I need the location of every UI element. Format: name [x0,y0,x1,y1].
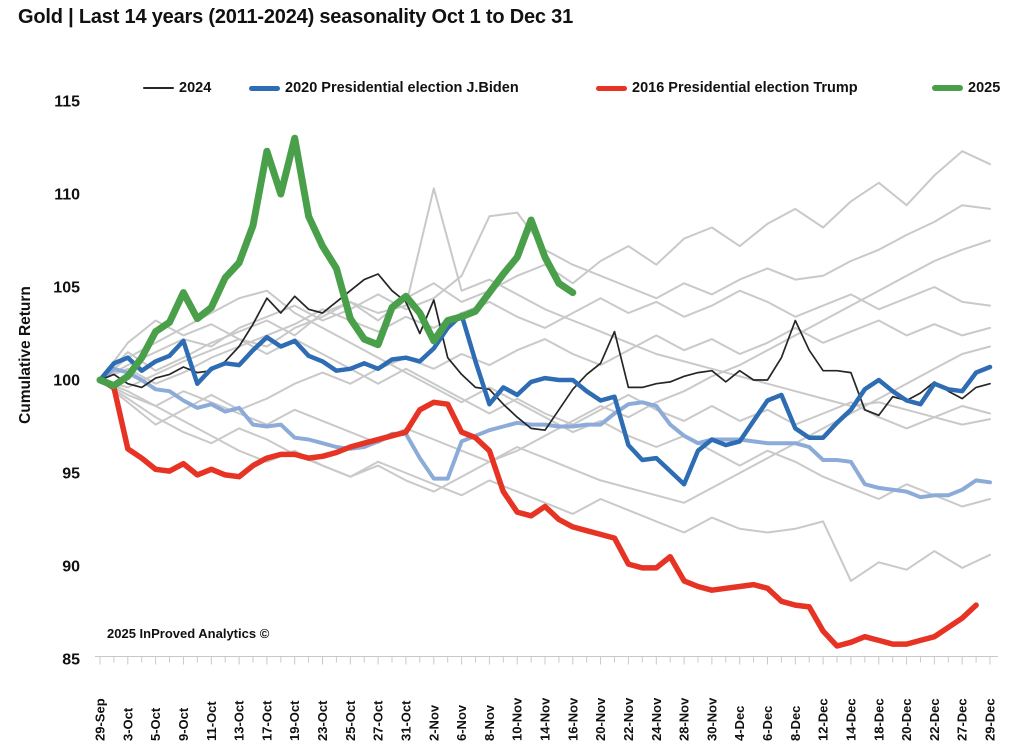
legend: 2024 2020 Presidential election J.Biden … [0,78,1024,100]
svg-text:85: 85 [62,652,80,669]
svg-text:10-Nov: 10-Nov [510,697,525,741]
legend-line-2025-icon [932,85,963,91]
svg-text:27-Oct: 27-Oct [371,700,386,741]
svg-text:90: 90 [62,559,80,576]
legend-line-2020-icon [249,85,280,91]
svg-text:9-Oct: 9-Oct [176,707,191,741]
svg-text:6-Nov: 6-Nov [454,704,469,741]
svg-text:19-Oct: 19-Oct [287,700,302,741]
svg-text:31-Oct: 31-Oct [398,700,413,741]
legend-label-2016: 2016 Presidential election Trump [632,80,858,96]
svg-text:13-Oct: 13-Oct [232,700,247,741]
svg-text:100: 100 [53,373,80,390]
svg-text:2-Nov: 2-Nov [426,704,441,741]
legend-label-2024: 2024 [179,80,212,96]
svg-text:20-Dec: 20-Dec [899,698,914,741]
svg-text:115: 115 [54,94,80,111]
svg-text:25-Oct: 25-Oct [343,700,358,741]
svg-text:Cumulative Return: Cumulative Return [17,286,34,424]
svg-text:110: 110 [54,187,80,204]
svg-text:30-Nov: 30-Nov [704,697,719,741]
svg-text:28-Nov: 28-Nov [677,697,692,741]
svg-text:8-Nov: 8-Nov [482,704,497,741]
svg-text:12-Dec: 12-Dec [816,698,831,741]
svg-text:11-Oct: 11-Oct [204,701,219,741]
page-title: Gold | Last 14 years (2011-2024) seasona… [18,6,573,28]
svg-text:5-Oct: 5-Oct [148,707,163,741]
svg-text:14-Dec: 14-Dec [843,698,858,741]
svg-text:95: 95 [62,466,80,483]
svg-text:3-Oct: 3-Oct [120,707,135,741]
legend-line-2024-icon [143,87,174,89]
watermark: 2025 InProved Analytics © [107,626,270,641]
svg-text:16-Nov: 16-Nov [565,697,580,741]
svg-text:29-Dec: 29-Dec [983,698,998,741]
legend-line-2016-icon [596,85,627,91]
svg-text:23-Oct: 23-Oct [315,700,330,741]
svg-text:4-Dec: 4-Dec [732,706,747,741]
svg-text:27-Dec: 27-Dec [955,698,970,741]
svg-text:20-Nov: 20-Nov [593,697,608,741]
legend-label-2025: 2025 [968,80,1001,96]
svg-text:14-Nov: 14-Nov [538,697,553,741]
legend-item-2016: 2016 Presidential election Trump [596,78,858,98]
svg-text:22-Nov: 22-Nov [621,697,636,741]
svg-text:29-Sep: 29-Sep [93,698,108,741]
legend-item-2024: 2024 [143,78,211,98]
svg-text:17-Oct: 17-Oct [259,700,274,741]
svg-text:6-Dec: 6-Dec [760,706,775,741]
legend-item-2025: 2025 [932,78,1000,98]
svg-text:8-Dec: 8-Dec [788,706,803,741]
legend-item-2020: 2020 Presidential election J.Biden [249,78,519,98]
svg-text:24-Nov: 24-Nov [649,697,664,741]
svg-text:22-Dec: 22-Dec [927,698,942,741]
svg-text:105: 105 [53,280,80,297]
svg-text:18-Dec: 18-Dec [871,698,886,741]
legend-label-2020: 2020 Presidential election J.Biden [285,80,519,96]
